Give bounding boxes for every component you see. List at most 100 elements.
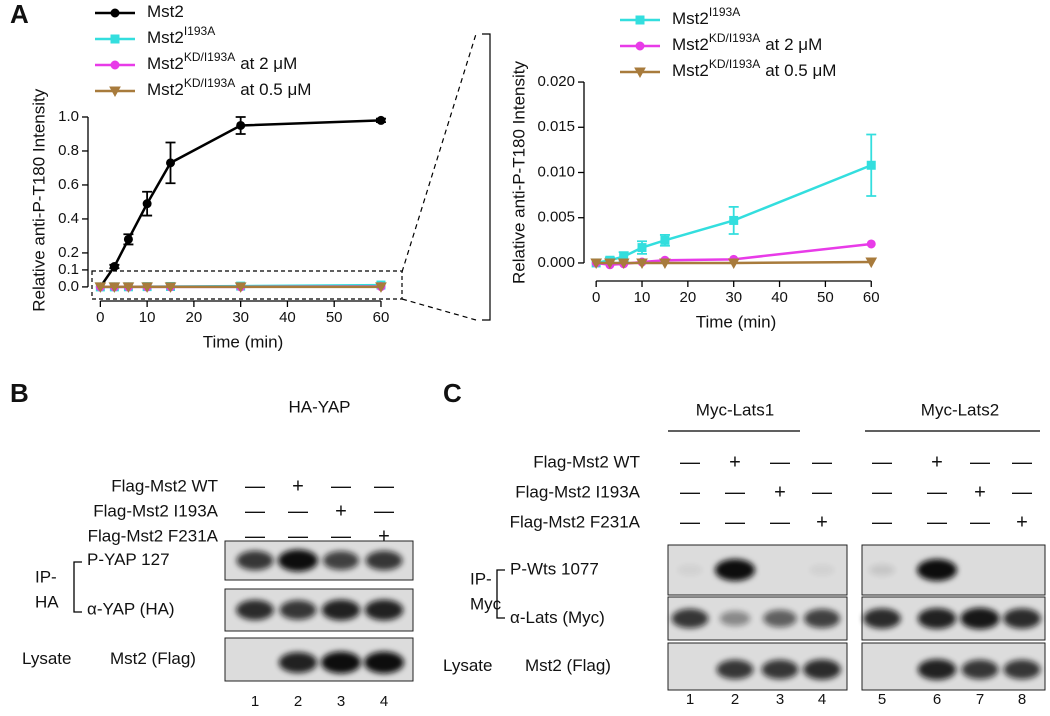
- blot-row-label: Mst2 (Flag): [110, 649, 196, 668]
- lysate-label: Lysate: [22, 649, 71, 668]
- blot-band: [279, 600, 317, 620]
- legend-label-part: KD/I193A: [709, 57, 760, 71]
- data-point: [141, 282, 153, 293]
- blot-band: [321, 599, 361, 621]
- condition-label: Flag-Mst2 I193A: [93, 501, 218, 520]
- data-point: [94, 282, 107, 293]
- condition-sign: +: [378, 525, 390, 547]
- blot-band: [961, 659, 999, 680]
- condition-sign: —: [872, 511, 892, 533]
- legend-label: Mst2KD/I193A at 0.5 μM: [672, 57, 836, 80]
- legend-label: Mst2: [147, 2, 184, 21]
- condition-sign: —: [970, 451, 990, 473]
- condition-sign: —: [680, 481, 700, 503]
- y-axis-label: Relative anti-P-T180 Intensity: [509, 61, 528, 284]
- x-tick-label: 20: [680, 289, 697, 306]
- blot-band: [236, 550, 274, 571]
- y-tick-label: 0.4: [58, 210, 79, 227]
- blot-band: [671, 608, 709, 629]
- legend-label-part: Mst2: [147, 80, 184, 99]
- x-tick-label: 30: [725, 289, 742, 306]
- group-title: Myc-Lats1: [696, 400, 774, 419]
- blot-band: [869, 564, 895, 576]
- condition-label: Flag-Mst2 I193A: [515, 482, 640, 501]
- y-tick-label: 1.0: [58, 108, 79, 125]
- condition-sign: —: [1012, 451, 1032, 473]
- lane-number: 3: [776, 691, 784, 708]
- x-tick-label: 20: [186, 309, 203, 326]
- legend-label-part: KD/I193A: [184, 76, 235, 90]
- data-point: [375, 282, 387, 293]
- lane-number: 8: [1018, 691, 1026, 708]
- x-tick-label: 40: [279, 309, 296, 326]
- condition-sign: —: [374, 475, 394, 497]
- series-line: [99, 119, 382, 288]
- data-point: [659, 258, 671, 269]
- data-point: [109, 262, 119, 272]
- blot-row-label: P-YAP 127: [87, 550, 170, 569]
- lane-number: 4: [380, 693, 388, 710]
- x-axis-label: Time (min): [696, 312, 777, 331]
- condition-sign: —: [331, 475, 351, 497]
- legend-label-part: at 2 μM: [765, 35, 822, 54]
- x-tick-label: 0: [592, 289, 600, 306]
- blot-band: [323, 551, 359, 570]
- blot-band: [719, 611, 751, 626]
- condition-sign: —: [245, 475, 265, 497]
- lane-number: 5: [878, 691, 886, 708]
- x-tick-label: 50: [326, 309, 343, 326]
- panel-label: C: [443, 378, 462, 408]
- blot-band: [761, 659, 799, 680]
- y-tick-label: 0.000: [537, 254, 575, 271]
- y-tick-label: 0.005: [537, 209, 575, 226]
- y-tick-label: 0.6: [58, 176, 79, 193]
- blot-band: [278, 549, 318, 572]
- y-tick-label: 0.1: [58, 261, 79, 278]
- panel-label: A: [10, 0, 29, 29]
- lane-number: 2: [294, 693, 302, 710]
- x-tick-label: 10: [139, 309, 156, 326]
- data-point: [122, 282, 135, 293]
- blot-band: [1003, 608, 1041, 629]
- data-point: [660, 235, 670, 245]
- legend-label-part: at 0.5 μM: [765, 61, 836, 80]
- data-point: [617, 258, 630, 269]
- condition-sign: —: [812, 481, 832, 503]
- ip-label: Myc: [470, 594, 502, 613]
- blot-band: [364, 599, 404, 621]
- legend-marker: [635, 15, 645, 25]
- data-point: [142, 199, 152, 209]
- lane-number: 3: [337, 693, 345, 710]
- legend-label-part: I193A: [709, 5, 740, 19]
- blot-band: [321, 651, 361, 674]
- panel-label: B: [10, 378, 29, 408]
- condition-sign: —: [927, 511, 947, 533]
- ip-bracket: [496, 569, 505, 619]
- legend-label-part: I193A: [184, 24, 215, 38]
- blot-row-label: α-YAP (HA): [87, 599, 175, 618]
- legend-label-part: Mst2: [672, 35, 709, 54]
- y-tick-label: 0.010: [537, 163, 575, 180]
- data-point: [727, 258, 740, 269]
- y-axis-label: Relative anti-P-T180 Intensity: [29, 88, 48, 311]
- blot-band: [917, 559, 957, 581]
- condition-label: Flag-Mst2 F231A: [88, 526, 219, 545]
- condition-sign: +: [974, 481, 986, 503]
- legend-marker: [634, 67, 646, 79]
- y-tick-label: 0.8: [58, 142, 79, 159]
- blot-band: [960, 607, 1000, 630]
- ip-label: HA: [35, 592, 59, 611]
- legend-label-part: KD/I193A: [184, 50, 235, 64]
- blot-row-label: Mst2 (Flag): [525, 656, 611, 675]
- blot-band: [809, 564, 835, 576]
- x-tick-label: 30: [232, 309, 249, 326]
- data-point: [166, 158, 176, 168]
- data-point: [604, 258, 616, 269]
- condition-sign: —: [680, 511, 700, 533]
- legend-label: Mst2KD/I193A at 2 μM: [672, 31, 822, 54]
- blot-band: [716, 659, 754, 680]
- blot-band: [917, 659, 957, 680]
- ip-label: IP-: [35, 567, 57, 586]
- condition-label: Flag-Mst2 WT: [533, 452, 640, 471]
- y-tick-label: 0.0: [58, 278, 79, 295]
